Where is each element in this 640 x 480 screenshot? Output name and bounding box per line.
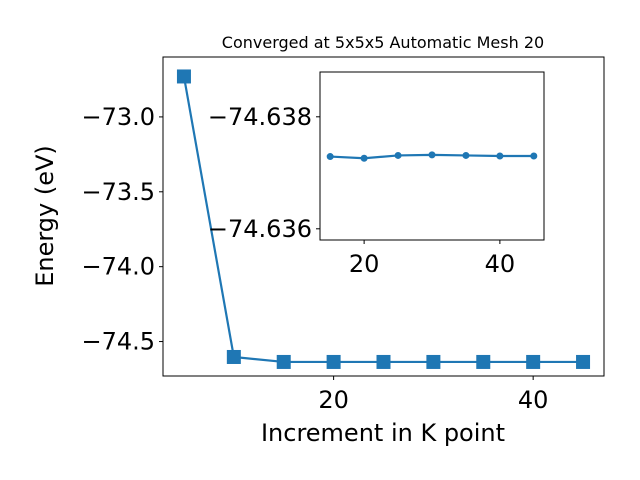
- main-y-tick-label: −73.5: [81, 178, 155, 206]
- main-y-tick-label: −74.0: [81, 253, 155, 281]
- main-data-point: [376, 354, 391, 369]
- chart-title: Converged at 5x5x5 Automatic Mesh 20: [222, 33, 544, 52]
- inset-data-point: [326, 153, 334, 161]
- main-data-point: [426, 354, 441, 369]
- x-axis-label: Increment in K point: [261, 419, 505, 447]
- y-axis-label: Energy (eV): [31, 145, 59, 287]
- inset-plot-frame: [319, 71, 545, 241]
- inset-plot: 20 40 −74.638−74.636: [208, 71, 545, 278]
- main-data-point: [226, 349, 241, 364]
- inset-y-tick-label: −74.636: [208, 215, 312, 243]
- inset-data-point: [462, 151, 470, 159]
- main-data-point: [526, 354, 541, 369]
- main-y-ticks: −73.0 −73.5 −74.0 −74.5: [81, 103, 163, 356]
- inset-y-tick-label: −74.638: [208, 103, 312, 131]
- inset-data-point: [496, 152, 504, 160]
- main-y-tick-label: −73.0: [81, 103, 155, 131]
- main-data-point: [476, 354, 491, 369]
- main-y-tick-label: −74.5: [81, 328, 155, 356]
- inset-series: [326, 151, 538, 162]
- main-data-point: [176, 69, 191, 84]
- inset-data-point: [428, 151, 436, 159]
- main-data-point: [276, 354, 291, 369]
- inset-x-tick-label: 20: [349, 250, 380, 278]
- main-series: [176, 69, 591, 369]
- main-plot-frame: [162, 56, 605, 377]
- main-plot: 20 40 −73.0−73.5−74.0−74.5: [81, 56, 605, 414]
- main-x-tick-label: 20: [318, 386, 349, 414]
- inset-y-ticks: −74.638 −74.636: [208, 103, 320, 243]
- inset-data-point: [394, 151, 402, 159]
- inset-data-point: [530, 152, 538, 160]
- inset-data-point: [360, 154, 368, 162]
- main-x-ticks: 20 40: [318, 376, 548, 414]
- main-x-tick-label: 40: [518, 386, 549, 414]
- inset-x-tick-label: 40: [485, 250, 516, 278]
- inset-x-ticks: 20 40: [349, 240, 515, 278]
- main-data-point: [326, 354, 341, 369]
- main-data-point: [576, 354, 591, 369]
